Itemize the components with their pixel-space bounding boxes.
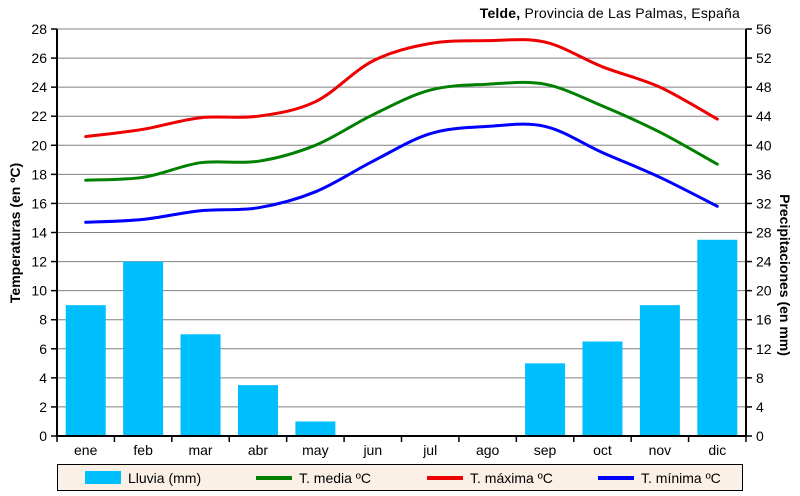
- legend-item-t-minima: T. mínima ºC: [571, 470, 742, 486]
- bar-nov: [639, 305, 680, 436]
- bar-may: [295, 421, 336, 436]
- bar-mar: [180, 334, 221, 436]
- right-tick-label: 28: [756, 225, 772, 241]
- right-tick-label: 0: [756, 428, 764, 444]
- month-label-ene: ene: [74, 442, 98, 458]
- month-label-feb: feb: [133, 442, 153, 458]
- month-label-jun: jun: [362, 442, 382, 458]
- left-tick-label: 14: [31, 225, 47, 241]
- left-tick-label: 4: [39, 370, 47, 386]
- bar-dic: [697, 239, 738, 436]
- left-tick-label: 10: [31, 283, 47, 299]
- left-tick-label: 16: [31, 195, 47, 211]
- right-tick-label: 20: [756, 283, 772, 299]
- month-label-mar: mar: [188, 442, 212, 458]
- lluvia-swatch-icon: [85, 471, 121, 484]
- left-tick-label: 26: [31, 50, 47, 66]
- right-tick-label: 16: [756, 312, 772, 328]
- left-tick-label: 24: [31, 79, 47, 95]
- t-media-swatch-icon: [256, 475, 292, 480]
- left-tick-label: 22: [31, 108, 47, 124]
- month-label-nov: nov: [649, 442, 672, 458]
- month-label-ago: ago: [476, 442, 500, 458]
- right-tick-label: 48: [756, 79, 772, 95]
- line-t-media-c: [84, 80, 719, 182]
- left-tick-label: 28: [31, 21, 47, 37]
- month-label-dic: dic: [708, 442, 726, 458]
- chart-title-region: Provincia de Las Palmas, España: [520, 5, 740, 21]
- chart-title-place: Telde,: [479, 5, 521, 21]
- bar-sep: [525, 363, 566, 436]
- left-tick-label: 2: [39, 399, 47, 415]
- right-tick-label: 32: [756, 195, 772, 211]
- bar-feb: [123, 261, 164, 436]
- month-label-jul: jul: [422, 442, 437, 458]
- left-tick-label: 0: [39, 428, 47, 444]
- line-t-m-xima-c: [84, 38, 719, 139]
- right-tick-label: 56: [756, 21, 772, 37]
- left-tick-label: 20: [31, 137, 47, 153]
- legend-label-t-minima: T. mínima ºC: [641, 469, 721, 486]
- month-label-sep: sep: [534, 442, 557, 458]
- right-tick-label: 12: [756, 341, 772, 357]
- right-tick-label: 36: [756, 166, 772, 182]
- left-tick-label: 8: [39, 312, 47, 328]
- left-tick-label: 6: [39, 341, 47, 357]
- right-tick-label: 40: [756, 137, 772, 153]
- bar-ene: [65, 305, 106, 436]
- right-tick-label: 4: [756, 399, 764, 415]
- right-tick-label: 44: [756, 108, 772, 124]
- bar-oct: [582, 341, 623, 436]
- t-maxima-swatch-icon: [427, 475, 463, 480]
- left-tick-label: 18: [31, 166, 47, 182]
- left-tick-label: 12: [31, 254, 47, 270]
- t-minima-swatch-icon: [598, 475, 634, 480]
- right-tick-label: 24: [756, 254, 772, 270]
- right-tick-label: 8: [756, 370, 764, 386]
- month-label-may: may: [302, 442, 328, 458]
- month-label-abr: abr: [248, 442, 269, 458]
- legend-item-lluvia: Lluvia (mm): [58, 470, 229, 486]
- chart-title: Telde, Provincia de Las Palmas, España: [0, 5, 740, 21]
- legend-item-t-maxima: T. máxima ºC: [400, 470, 571, 486]
- bar-abr: [237, 385, 278, 436]
- month-label-oct: oct: [593, 442, 612, 458]
- legend-item-t-media: T. media ºC: [229, 470, 400, 486]
- legend-label-lluvia: Lluvia (mm): [128, 469, 202, 486]
- legend-label-t-maxima: T. máxima ºC: [470, 469, 553, 486]
- legend: Lluvia (mm) T. media ºC T. máxima ºC T. …: [57, 464, 743, 491]
- right-tick-label: 52: [756, 50, 772, 66]
- line-t-m-nima-c: [84, 122, 719, 224]
- legend-label-t-media: T. media ºC: [299, 469, 372, 486]
